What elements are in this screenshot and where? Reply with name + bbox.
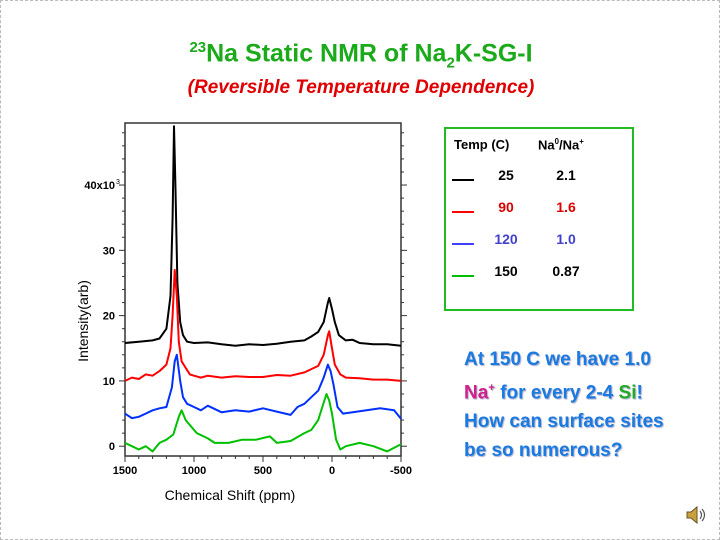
spectrum-line-120C	[124, 353, 402, 420]
ratio-na: Na	[538, 137, 555, 153]
note-line-4: be so numerous?	[464, 440, 623, 462]
spectrum-line-25C	[124, 125, 402, 347]
x-tick-label: 500	[254, 465, 272, 477]
note-line-1: At 150 C we have 1.0	[464, 349, 651, 370]
note-mid: for every 2-4	[494, 382, 619, 404]
legend-row: 90 1.6	[446, 199, 632, 219]
y-tick-label: 20	[103, 311, 115, 323]
y-tick-label: 10	[103, 376, 115, 388]
legend-table: Temp (C) Na0/Na+ 25 2.1 90 1.6 120 1.0 1…	[444, 127, 634, 311]
spectrum-line-90C	[124, 268, 402, 382]
slide-subtitle: (Reversible Temperature Dependence)	[187, 77, 535, 98]
ratio-supplus: +	[579, 137, 584, 146]
x-tick-label: 1000	[182, 465, 206, 477]
speaker-icon[interactable]	[685, 504, 707, 526]
legend-swatch	[452, 275, 474, 277]
legend-row: 120 1.0	[446, 231, 632, 251]
title-subscript: 2	[446, 54, 455, 72]
legend-header-temp: Temp (C)	[454, 137, 510, 152]
x-axis-label: Chemical Shift (ppm)	[165, 487, 296, 503]
legend-temp: 150	[494, 263, 518, 279]
note-na: Na	[464, 382, 489, 404]
y-tick-label: 40x10	[84, 180, 115, 192]
x-tick-label: 0	[329, 465, 335, 477]
note-na-sup: +	[488, 382, 495, 394]
y-tick-label: 30	[103, 245, 115, 257]
legend-row: 25 2.1	[446, 167, 632, 187]
legend-ratio: 0.87	[552, 263, 580, 279]
y-axis-label: Intensity(arb)	[75, 280, 91, 362]
spectrum-line-150C	[124, 393, 402, 453]
ratio-sup0: 0	[554, 137, 559, 146]
nmr-chart: 1500 1000 500 0 -500 0 10 20 30 40x10 3 Chemical S…	[75, 122, 412, 503]
title-text: Na Static NMR of Na	[206, 39, 447, 68]
legend-swatch	[452, 211, 474, 213]
y-tick-exponent: 3	[116, 179, 120, 186]
legend-swatch	[452, 243, 474, 245]
note-line-3: How can surface sites	[464, 411, 664, 433]
legend-ratio: 1.6	[556, 199, 576, 215]
legend-swatch	[452, 179, 474, 181]
legend-ratio: 2.1	[556, 167, 576, 183]
slide-title: 23Na Static NMR of Na2K-SG-I	[1, 39, 720, 71]
legend-temp: 90	[498, 199, 514, 215]
legend-header-ratio: Na0/Na+	[538, 137, 584, 152]
legend-temp: 120	[494, 231, 518, 247]
note-line-2: Na+ for every 2-4 Si!	[464, 374, 664, 407]
ratio-na2: /Na	[558, 137, 580, 153]
x-tick-label: -500	[390, 465, 412, 477]
note-si: Si	[618, 382, 637, 404]
title-text-end: K-SG-I	[454, 39, 533, 68]
annotation-text: At 150 C we have 1.0 Na+ for every 2-4 S…	[464, 345, 664, 465]
note-end: !	[636, 382, 643, 404]
legend-ratio: 1.0	[556, 231, 576, 247]
x-tick-label: 1500	[113, 465, 137, 477]
title-superscript: 23	[189, 39, 207, 56]
y-tick-label: 0	[109, 441, 115, 453]
legend-temp: 25	[498, 167, 514, 183]
legend-row: 150 0.87	[446, 263, 632, 283]
